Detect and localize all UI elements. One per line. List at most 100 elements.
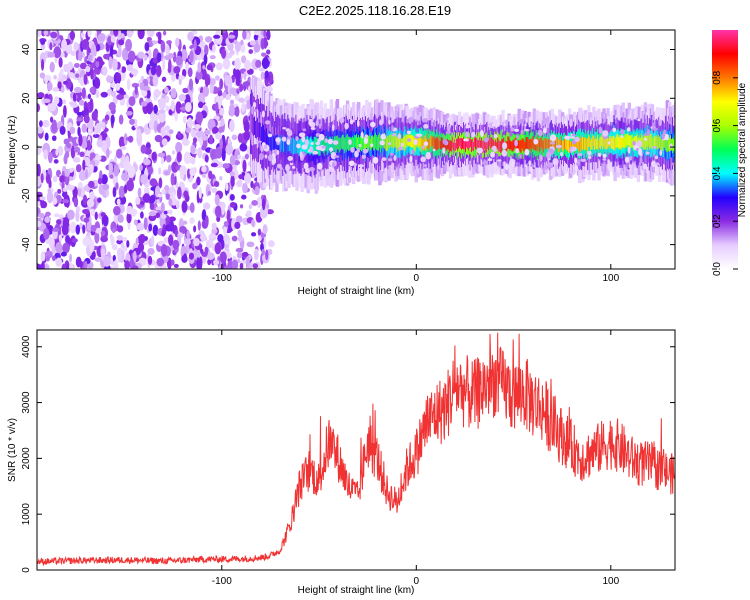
noise-speck — [38, 212, 45, 219]
noise-speck — [110, 35, 116, 43]
noise-speck — [222, 163, 230, 169]
noise-speck — [248, 204, 253, 210]
noise-speck — [87, 93, 92, 100]
ridge-speck — [511, 161, 515, 168]
ridge-speck — [299, 151, 303, 158]
ridge-speck — [639, 156, 643, 164]
noise-speck — [160, 202, 165, 213]
spectrogram-panel: -100 0 100 -40 -20 0 20 40 Height of straight … — [7, 29, 676, 297]
colorbar-bar — [712, 30, 738, 269]
noise-speck — [204, 74, 209, 87]
ridge-speck — [361, 154, 367, 159]
noise-speck — [39, 120, 43, 128]
noise-speck — [188, 252, 195, 260]
noise-speck — [242, 159, 247, 173]
noise-speck — [49, 101, 57, 112]
noise-speck — [121, 47, 129, 61]
noise-speck — [165, 154, 172, 163]
noise-speck — [79, 222, 83, 228]
noise-speck — [266, 209, 274, 215]
noise-speck — [53, 74, 57, 80]
y-tick-label: 1000 — [21, 503, 32, 526]
ridge-speck — [308, 118, 313, 127]
noise-speck — [165, 44, 170, 56]
noise-speck — [171, 191, 176, 202]
ridge-speck — [317, 138, 321, 143]
ridge-speck — [445, 120, 449, 123]
ridge-speck — [519, 153, 523, 159]
noise-speck — [235, 247, 244, 253]
noise-speck — [204, 36, 213, 43]
noise-speck — [148, 49, 152, 61]
noise-speck — [229, 119, 235, 133]
noise-speck — [237, 133, 243, 143]
ridge-speck — [291, 165, 296, 169]
noise-speck — [229, 49, 235, 56]
noise-speck — [139, 164, 143, 171]
noise-speck — [187, 31, 194, 42]
noise-speck — [62, 99, 67, 105]
noise-speck — [157, 152, 166, 158]
noise-speck — [160, 40, 166, 53]
ridge-speck — [514, 128, 519, 133]
noise-speck — [265, 49, 271, 55]
noise-speck — [86, 219, 92, 231]
ridge-speck — [321, 145, 327, 149]
ridge-speck — [260, 145, 264, 152]
snr-y-ticks: 0 1000 2000 3000 4000 — [21, 335, 675, 573]
noise-speck — [239, 262, 244, 269]
noise-speck — [144, 41, 150, 52]
noise-speck — [193, 124, 201, 130]
ridge-speck — [524, 148, 530, 156]
noise-speck — [78, 170, 87, 181]
noise-speck — [148, 210, 157, 217]
noise-speck — [189, 217, 195, 224]
noise-speck — [135, 237, 139, 245]
ridge-speck — [408, 116, 414, 123]
noise-speck — [126, 212, 132, 224]
ridge-speck — [501, 149, 507, 157]
ridge-speck — [663, 129, 667, 134]
spectrogram-x-label: Height of straight line (km) — [298, 286, 415, 297]
noise-speck — [135, 196, 141, 205]
noise-speck — [161, 76, 167, 82]
noise-speck — [113, 216, 118, 221]
noise-speck — [234, 57, 241, 71]
ridge-speck — [528, 160, 532, 166]
noise-speck — [193, 247, 201, 261]
noise-speck — [193, 238, 200, 247]
noise-speck — [90, 43, 97, 57]
ridge-speck — [398, 146, 403, 151]
noise-speck — [62, 199, 70, 204]
noise-speck — [178, 75, 186, 80]
noise-speck — [80, 32, 85, 39]
noise-speck — [216, 215, 221, 222]
noise-speck — [86, 198, 95, 208]
noise-speck — [239, 83, 244, 92]
ridge-speck — [296, 143, 301, 149]
noise-speck — [225, 143, 234, 156]
ridge-speck — [560, 152, 564, 157]
snr-x-ticks: -100 0 100 — [212, 330, 620, 587]
noise-speck — [195, 111, 203, 124]
noise-speck — [147, 166, 154, 175]
noise-speck — [244, 59, 252, 71]
noise-speck — [202, 65, 206, 70]
noise-speck — [165, 193, 170, 200]
noise-speck — [108, 102, 116, 111]
ridge-speck — [543, 117, 548, 125]
noise-speck — [58, 57, 63, 68]
noise-speck — [58, 72, 63, 79]
noise-speck — [102, 66, 108, 76]
noise-speck — [136, 222, 145, 231]
noise-speck — [210, 78, 216, 86]
noise-speck — [156, 52, 162, 63]
noise-speck — [208, 170, 213, 180]
colorbar-tick-label: 0.0 — [712, 262, 723, 276]
ridge-speck — [442, 139, 448, 145]
snr-background — [37, 330, 675, 570]
ridge-speck — [574, 136, 580, 143]
ridge-speck — [465, 125, 469, 129]
noise-speck — [198, 186, 202, 199]
noise-speck — [210, 162, 218, 168]
